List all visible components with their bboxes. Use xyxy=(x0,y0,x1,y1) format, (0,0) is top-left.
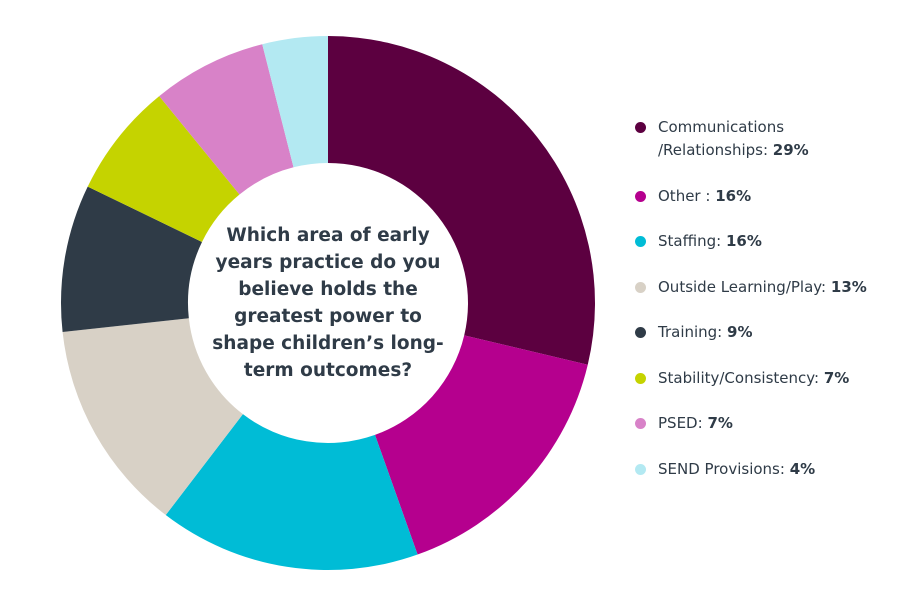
donut-slice xyxy=(61,186,202,333)
legend-value: 7% xyxy=(823,368,850,387)
legend-label: Communications /Relationships: xyxy=(658,118,785,159)
donut-slice xyxy=(374,335,588,555)
chart-title: Which area of early years practice do yo… xyxy=(212,225,444,381)
legend-marker xyxy=(635,281,646,293)
legend-marker xyxy=(635,236,646,247)
donut-slice xyxy=(262,36,328,168)
donut-slice xyxy=(159,44,294,195)
legend-text: Stability/Consistency: 7% xyxy=(658,367,849,390)
legend-label: PSED: xyxy=(658,414,703,432)
legend-label: Outside Learning/Play: xyxy=(658,277,827,296)
legend-value: 4% xyxy=(789,459,816,478)
legend-value: 16% xyxy=(725,232,762,250)
legend-item: Staffing: 16% xyxy=(632,230,872,253)
legend-value: 13% xyxy=(830,277,867,296)
legend-label: SEND Provisions: xyxy=(658,459,785,478)
legend-value: 29% xyxy=(772,141,809,159)
legend-value: 16% xyxy=(715,186,752,205)
legend-marker xyxy=(635,372,646,384)
donut-slice xyxy=(328,36,596,365)
legend-text: Staffing: 16% xyxy=(658,230,762,253)
donut-slice xyxy=(87,96,240,242)
legend-item: PSED: 7% xyxy=(632,412,872,435)
legend-text: Training: 9% xyxy=(658,321,753,344)
legend-value: 9% xyxy=(727,323,753,341)
legend-label: Stability/Consistency: xyxy=(658,368,820,387)
legend-marker xyxy=(635,327,646,338)
donut-slice xyxy=(62,318,243,516)
donut-chart xyxy=(61,36,596,571)
legend-text: Outside Learning/Play: 13% xyxy=(658,276,867,299)
legend: Communications /Relationships: 29% Other … xyxy=(632,116,872,503)
legend-text: PSED: 7% xyxy=(658,412,733,435)
legend-marker xyxy=(635,122,646,133)
legend-label: Staffing: xyxy=(658,232,722,250)
legend-item: Communications /Relationships: 29% xyxy=(632,116,872,162)
legend-item: Other : 16% xyxy=(632,185,872,208)
legend-item: Outside Learning/Play: 13% xyxy=(632,276,872,299)
donut-slice xyxy=(165,414,418,571)
legend-marker xyxy=(635,418,646,429)
legend-text: SEND Provisions: 4% xyxy=(658,458,815,481)
legend-label: Other : xyxy=(658,186,711,205)
legend-item: SEND Provisions: 4% xyxy=(632,458,872,481)
legend-value: 7% xyxy=(707,414,733,432)
legend-text: Communications /Relationships: 29% xyxy=(658,116,872,162)
legend-label: Training: xyxy=(658,323,723,341)
legend-item: Stability/Consistency: 7% xyxy=(632,367,872,390)
legend-item: Training: 9% xyxy=(632,321,872,344)
legend-marker xyxy=(635,190,646,202)
legend-marker xyxy=(635,463,646,475)
legend-text: Other : 16% xyxy=(658,185,751,208)
